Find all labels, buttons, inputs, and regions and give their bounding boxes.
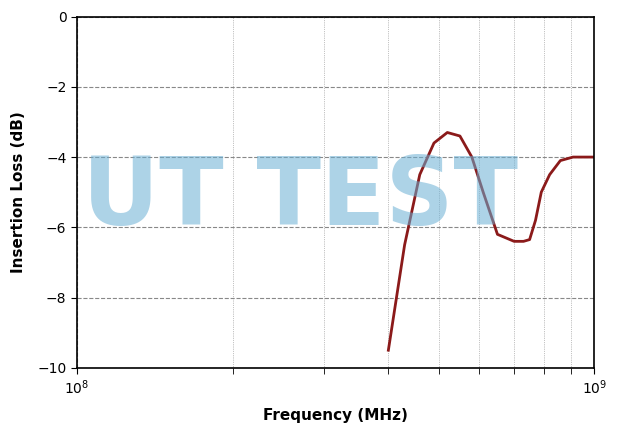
Y-axis label: Insertion Loss (dB): Insertion Loss (dB)	[11, 111, 26, 273]
X-axis label: Frequency (MHz): Frequency (MHz)	[263, 408, 408, 423]
Text: EUT TEST: EUT TEST	[19, 153, 519, 245]
